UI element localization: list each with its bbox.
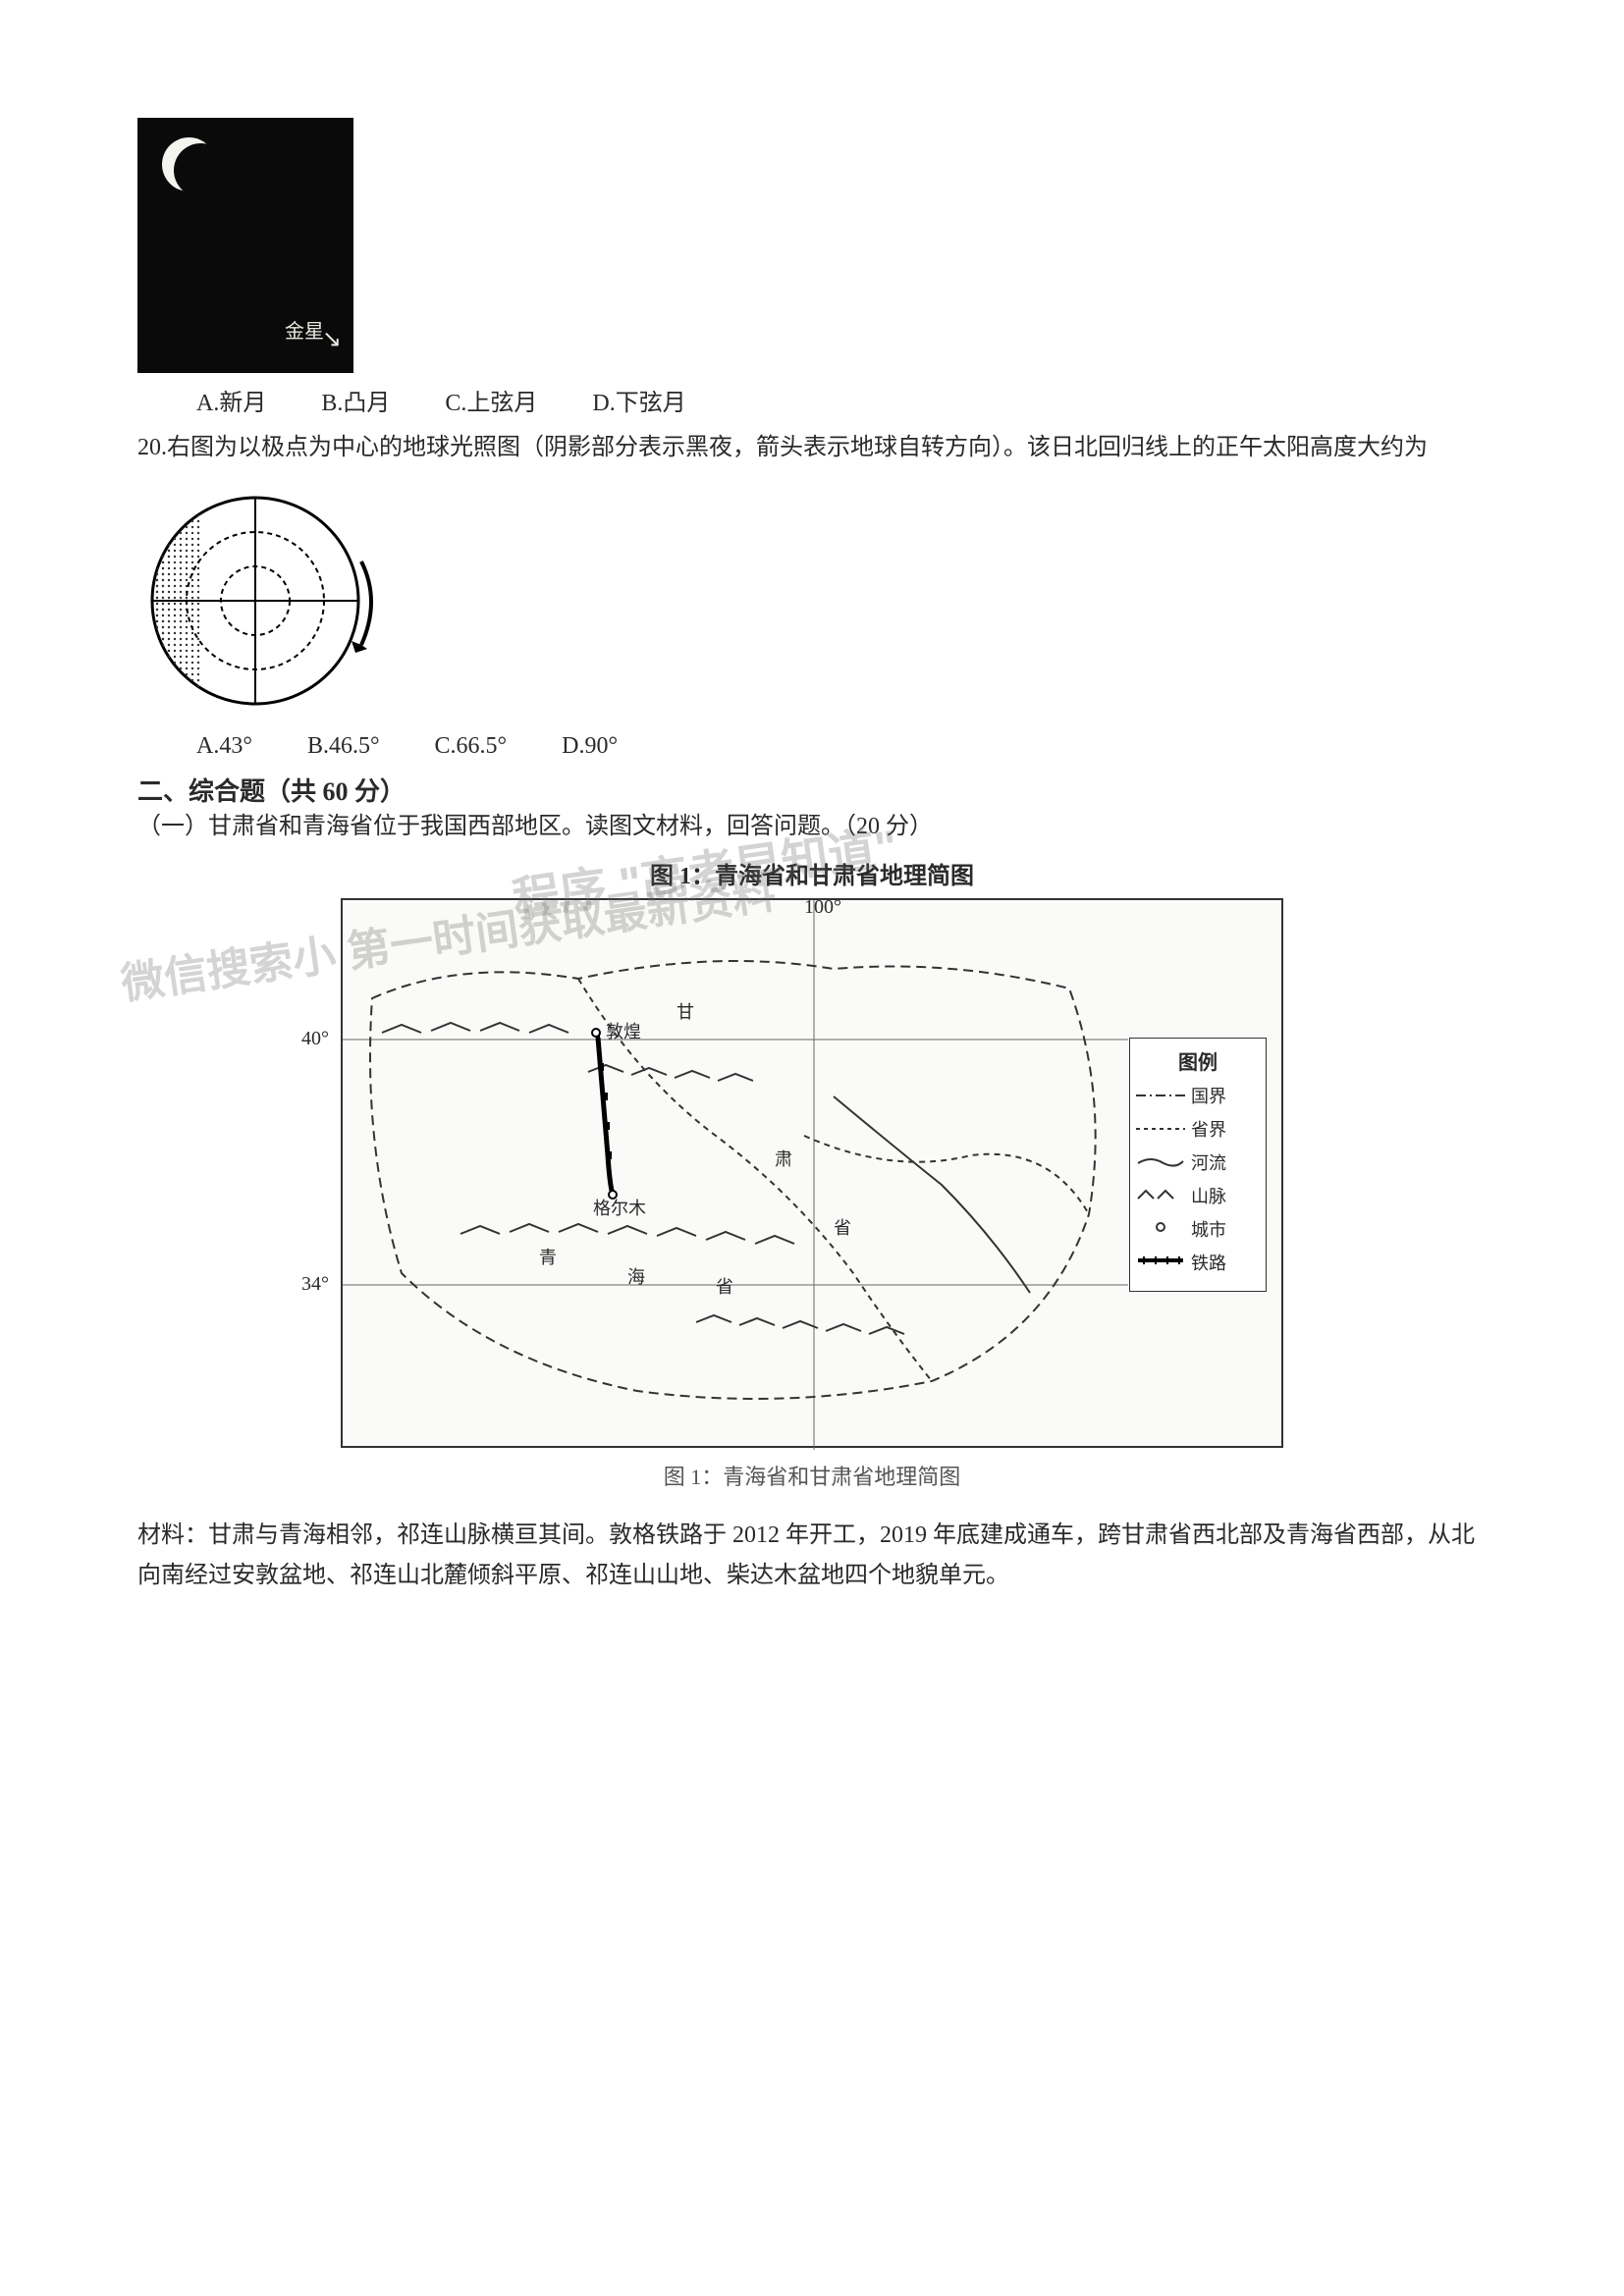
prov-sheng: 省 <box>834 1214 851 1240</box>
guojie-symbol-icon <box>1136 1085 1185 1105</box>
legend-chengshi: 城市 <box>1136 1216 1260 1242</box>
prov-hai: 海 <box>627 1263 645 1289</box>
q20-option-c: C.66.5° <box>435 733 508 760</box>
legend-chengshi-label: 城市 <box>1191 1216 1226 1242</box>
legend-tielu: 铁路 <box>1136 1250 1260 1275</box>
section2-sub1: （一）甘肃省和青海省位于我国西部地区。读图文材料，回答问题。（20 分） <box>137 808 1487 845</box>
prov-su: 肃 <box>775 1146 792 1171</box>
venus-label: 金星 <box>285 315 324 344</box>
section2-title: 二、综合题（共 60 分） <box>137 772 1487 808</box>
q20-option-d: D.90° <box>562 733 618 760</box>
prov-gan: 甘 <box>677 998 694 1024</box>
q20-options: A.43° B.46.5° C.66.5° D.90° <box>137 733 1487 760</box>
legend-guojie: 国界 <box>1136 1083 1260 1108</box>
legend-heliu-label: 河流 <box>1191 1149 1226 1175</box>
figure1-title: 图 1：青海省和甘肃省地理简图 <box>321 856 1303 890</box>
shanmai-symbol-icon <box>1136 1185 1185 1205</box>
heliu-symbol-icon <box>1136 1151 1185 1172</box>
globe-diagram <box>137 478 393 723</box>
q19-option-c: C.上弦月 <box>445 383 537 417</box>
legend-box: 图例 国界 省界 河流 山脉 <box>1129 1038 1267 1292</box>
prov-qing: 青 <box>539 1244 557 1269</box>
chengshi-symbol-icon <box>1136 1218 1185 1239</box>
lat-34: 34° <box>301 1273 329 1296</box>
legend-shengjie-label: 省界 <box>1191 1116 1226 1142</box>
q19-option-a: A.新月 <box>196 383 266 417</box>
shengjie-symbol-icon <box>1136 1118 1185 1139</box>
legend-shanmai: 山脉 <box>1136 1183 1260 1208</box>
q19-option-d: D.下弦月 <box>592 383 685 417</box>
venus-arrow-icon: ↘ <box>322 325 342 353</box>
q19-option-b: B.凸月 <box>321 383 390 417</box>
map-box: 40° 34° 100° <box>341 898 1283 1448</box>
figure1-caption: 图 1：青海省和甘肃省地理简图 <box>321 1460 1303 1491</box>
legend-shanmai-label: 山脉 <box>1191 1183 1226 1208</box>
legend-heliu: 河流 <box>1136 1149 1260 1175</box>
legend-tielu-label: 铁路 <box>1191 1250 1226 1275</box>
legend-guojie-label: 国界 <box>1191 1083 1226 1108</box>
q20-text: 20.右图为以极点为中心的地球光照图（阴影部分表示黑夜，箭头表示地球自转方向）。… <box>137 429 1487 466</box>
material-text: 材料：甘肃与青海相邻，祁连山脉横亘其间。敦格铁路于 2012 年开工，2019 … <box>137 1516 1487 1596</box>
moon-phase-image: 金星 ↘ <box>137 118 353 373</box>
city-geermu: 格尔木 <box>593 1195 646 1220</box>
lat-40: 40° <box>301 1028 329 1050</box>
q19-options: A.新月 B.凸月 C.上弦月 D.下弦月 <box>137 383 1487 417</box>
tielu-symbol-icon <box>1136 1252 1185 1272</box>
legend-title: 图例 <box>1136 1046 1260 1075</box>
q20-option-a: A.43° <box>196 733 252 760</box>
legend-shengjie: 省界 <box>1136 1116 1260 1142</box>
crescent-moon-icon <box>162 137 216 191</box>
prov-sheng2: 省 <box>716 1273 733 1299</box>
figure1-container: 图 1：青海省和甘肃省地理简图 40° 34° 100° <box>321 856 1303 1491</box>
q20-option-b: B.46.5° <box>307 733 380 760</box>
city-dunhuang: 敦煌 <box>606 1018 641 1043</box>
